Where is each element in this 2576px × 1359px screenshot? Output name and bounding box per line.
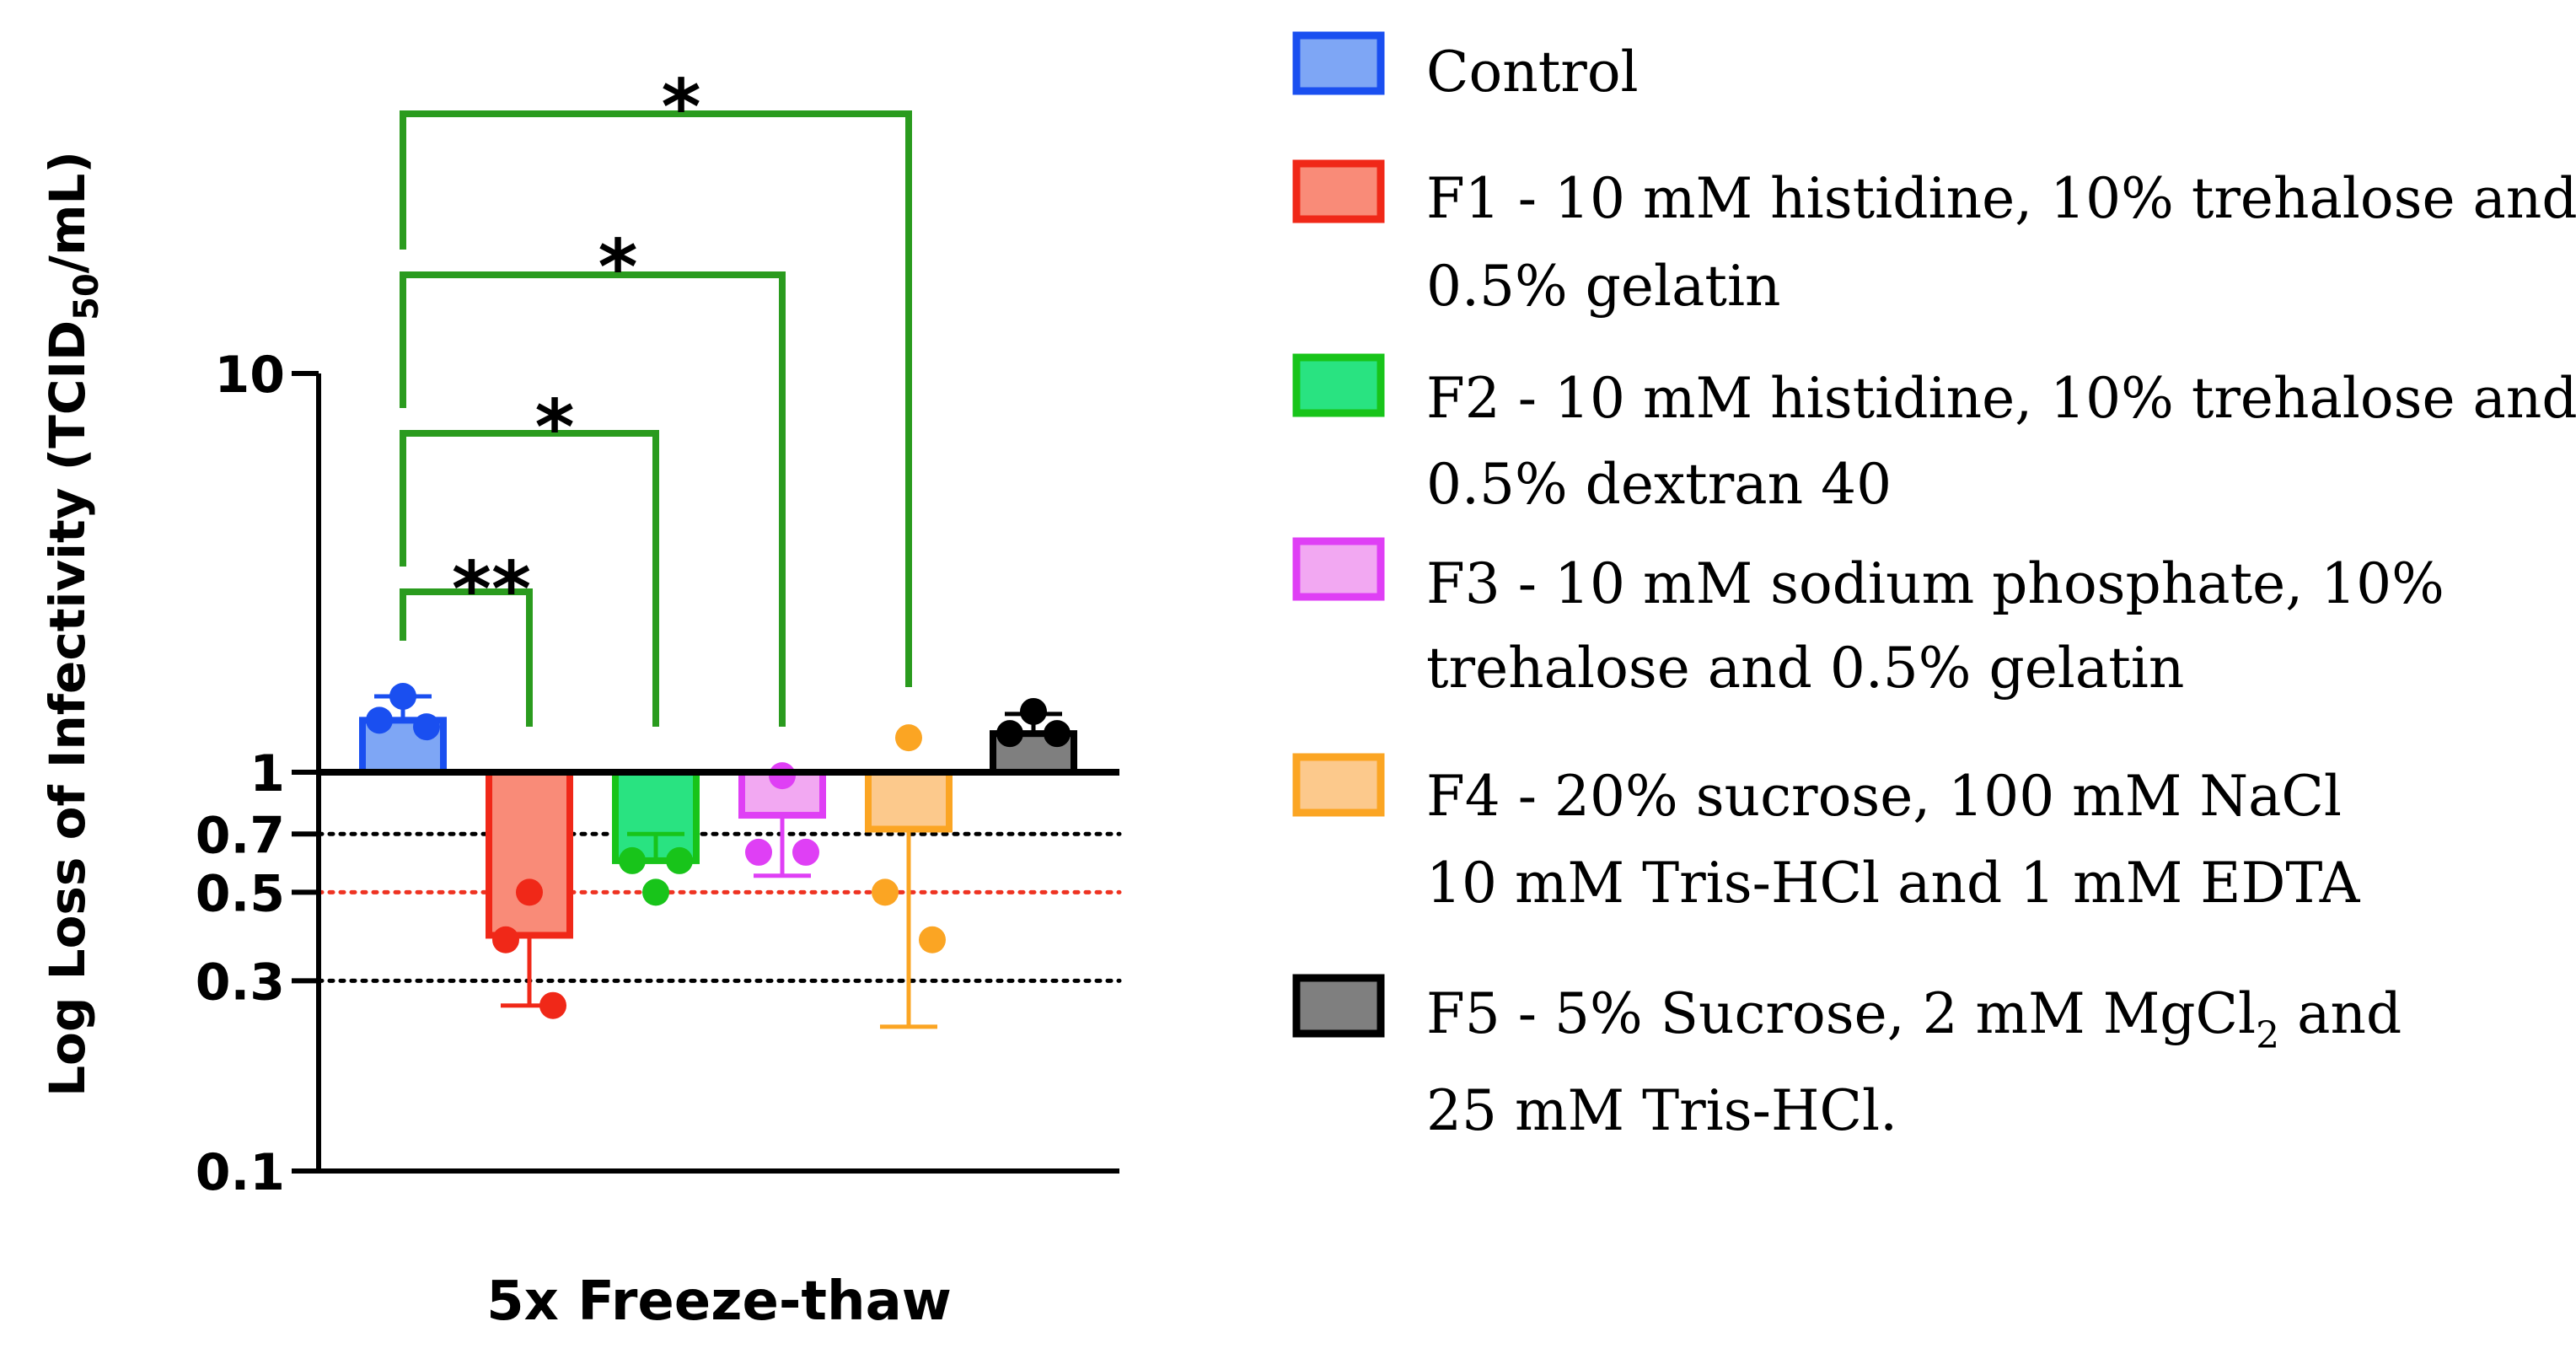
- legend-label-1-0: F1 - 10 mM histidine, 10% trehalose and: [1426, 166, 2576, 231]
- data-point-f2-2: [666, 846, 693, 874]
- legend-text-after: and: [2279, 981, 2402, 1046]
- data-point-f2-0: [642, 878, 669, 906]
- legend-text: F2 - 10 mM histidine, 10% trehalose and: [1426, 366, 2576, 431]
- y-tick-label: 0.3: [196, 953, 285, 1012]
- data-point-f3-0: [769, 762, 796, 790]
- legend-text: trehalose and 0.5% gelatin: [1426, 636, 2184, 701]
- data-point-f5-1: [996, 720, 1023, 748]
- bar-f4: [865, 769, 953, 833]
- y-tick-label: 10: [215, 346, 286, 405]
- plot-area: 10 10.70.5 0.3 0.1 Log Loss of Infectivity (…: [39, 63, 1122, 1333]
- data-point-f3-1: [745, 838, 772, 866]
- legend-label-5-1: 25 mM Tris-HCl.: [1426, 1078, 1897, 1143]
- data-point-f1-2: [539, 991, 566, 1019]
- significance-label-2: *: [598, 223, 637, 312]
- x-axis-label: 5x Freeze-thaw: [486, 1270, 952, 1333]
- legend-swatch-4: [1292, 753, 1385, 817]
- legend-text: 10 mM Tris-HCl and 1 mM EDTA: [1426, 851, 2361, 916]
- legend-text: F4 - 20% sucrose, 100 mM NaCl: [1426, 764, 2342, 829]
- data-point-f1-1: [492, 926, 519, 953]
- legend-label-2-0: F2 - 10 mM histidine, 10% trehalose and: [1426, 366, 2576, 431]
- significance-bracket-3: [400, 110, 912, 687]
- y-axis-label-subscript: 50: [67, 273, 106, 320]
- bar-f1: [486, 769, 573, 939]
- significance-label-0: **: [452, 545, 531, 634]
- data-point-f2-1: [619, 846, 646, 874]
- y-tick-label: 0.7: [196, 806, 285, 865]
- legend-label-3-1: trehalose and 0.5% gelatin: [1426, 636, 2184, 701]
- legend-label-2-1: 0.5% dextran 40: [1426, 452, 1892, 517]
- legend: Control F1 - 10 mM histidine, 10% trehalo…: [1292, 31, 2576, 1143]
- y-axis-label-end: /mL): [39, 151, 96, 273]
- y-tick-label: 1: [250, 744, 285, 803]
- data-point-f5-0: [1020, 697, 1047, 725]
- legend-text: 25 mM Tris-HCl.: [1426, 1078, 1897, 1143]
- data-point-f4-0: [895, 724, 922, 752]
- legend-text: 0.5% dextran 40: [1426, 452, 1892, 517]
- legend-label-1-1: 0.5% gelatin: [1426, 254, 1781, 319]
- data-point-f1-0: [516, 878, 543, 906]
- y-tick-label: 0.1: [196, 1143, 285, 1202]
- legend-text: 0.5% gelatin: [1426, 254, 1781, 319]
- legend-label-5-0: F5 - 5% Sucrose, 2 mM MgCl2 and: [1426, 981, 2402, 1057]
- legend-swatch-3: [1292, 537, 1385, 601]
- data-point-f3-2: [792, 838, 819, 866]
- significance-bracket-2: [400, 271, 786, 727]
- legend-label-3-0: F3 - 10 mM sodium phosphate, 10%: [1426, 551, 2445, 616]
- legend-swatch-2: [1292, 353, 1385, 417]
- legend-text: Control: [1426, 40, 1639, 105]
- y-axis-label-main: Log Loss of Infectivity (TCID: [39, 320, 96, 1097]
- data-point-f5-2: [1044, 720, 1071, 748]
- data-point-f4-2: [919, 926, 946, 953]
- significance-bracket-1: [400, 430, 659, 727]
- legend-text: F1 - 10 mM histidine, 10% trehalose and: [1426, 166, 2576, 231]
- y-tick-label: 0.5: [196, 864, 285, 923]
- legend-swatch-0: [1292, 31, 1385, 95]
- significance-bracket-0: [400, 588, 533, 727]
- significance-label-1: *: [534, 384, 574, 472]
- legend-text: F3 - 10 mM sodium phosphate, 10%: [1426, 551, 2445, 616]
- y-axis-label: Log Loss of Infectivity (TCID50/mL): [39, 151, 106, 1097]
- legend-swatch-5: [1292, 974, 1385, 1038]
- legend-label-4-0: F4 - 20% sucrose, 100 mM NaCl: [1426, 764, 2342, 829]
- data-point-f4-1: [872, 878, 899, 906]
- legend-label-4-1: 10 mM Tris-HCl and 1 mM EDTA: [1426, 851, 2361, 916]
- data-point-control-2: [413, 713, 440, 741]
- data-point-control-1: [366, 706, 393, 734]
- legend-text: F5 - 5% Sucrose, 2 mM MgCl: [1426, 981, 2256, 1046]
- data-point-control-0: [389, 682, 416, 710]
- legend-swatch-1: [1292, 159, 1385, 223]
- legend-label-0-0: Control: [1426, 40, 1639, 105]
- legend-subscript: 2: [2256, 1014, 2279, 1057]
- significance-label-3: *: [661, 63, 700, 152]
